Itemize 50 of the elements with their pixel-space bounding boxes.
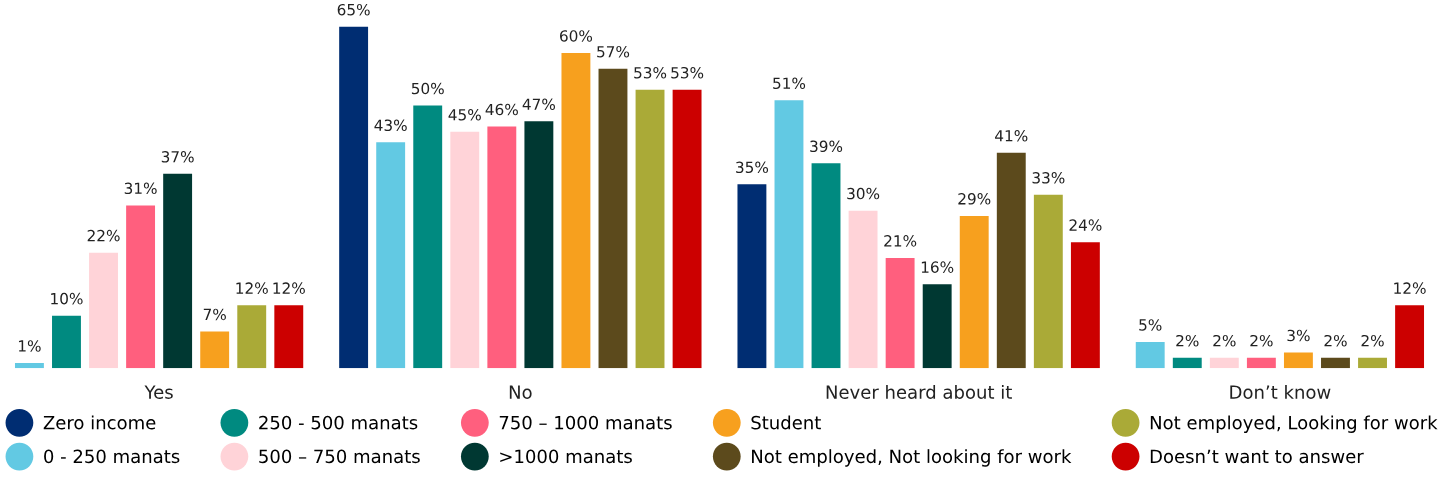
data-label: 24%: [1069, 219, 1102, 231]
data-label: 37%: [161, 151, 194, 163]
data-label: 65%: [337, 3, 370, 16]
data-label: 2%: [1176, 334, 1199, 347]
data-label: 39%: [810, 140, 843, 153]
data-label: 43%: [374, 119, 407, 132]
data-label: 3%: [1287, 329, 1310, 342]
legend-label: Not employed, Looking for work: [1150, 415, 1438, 433]
data-label: 46%: [485, 103, 518, 116]
data-label: 21%: [884, 235, 917, 247]
x-tick-label: Yes: [144, 385, 173, 399]
data-label: 1%: [18, 340, 41, 352]
legend-label: 250 - 500 manats: [259, 415, 418, 430]
data-label: 29%: [958, 193, 991, 205]
data-label: 30%: [847, 187, 880, 200]
data-label: 45%: [448, 108, 481, 121]
data-label: 57%: [597, 45, 630, 58]
x-tick-label: No: [509, 385, 532, 399]
data-label: 16%: [921, 261, 954, 273]
data-label: 50%: [411, 82, 444, 95]
x-tick-label: Never heard about it: [826, 384, 1012, 399]
legend-label: Doesn’t want to answer: [1150, 449, 1364, 464]
data-label: 41%: [995, 129, 1028, 142]
data-label: 22%: [87, 229, 120, 242]
data-label: 5%: [1139, 319, 1162, 331]
data-label: 33%: [1032, 172, 1065, 184]
data-label: 12%: [236, 282, 268, 294]
legend-label: Student: [751, 415, 821, 430]
legend-label: 750 – 1000 manats: [499, 415, 672, 430]
data-label: 2%: [1250, 334, 1273, 347]
legend-label: 500 – 750 manats: [259, 449, 420, 464]
data-label: 10%: [51, 292, 83, 305]
data-label: 2%: [1361, 334, 1384, 347]
data-label: 53%: [671, 66, 704, 79]
legend-label: Zero income: [43, 415, 156, 430]
legend-label: 0 - 250 manats: [44, 449, 180, 464]
legend-label: Not employed, Not looking for work: [752, 449, 1072, 467]
data-label: 47%: [522, 98, 556, 111]
data-label: 35%: [736, 161, 769, 174]
data-label: 12%: [1394, 282, 1426, 294]
data-label: 60%: [560, 30, 593, 42]
data-label: 31%: [124, 182, 157, 195]
data-label: 51%: [773, 77, 806, 90]
data-label: 2%: [1213, 334, 1236, 347]
data-label: 53%: [634, 66, 667, 79]
legend-label: >1000 manats: [500, 449, 632, 464]
data-label: 2%: [1324, 334, 1347, 347]
data-label: 12%: [273, 282, 305, 294]
data-label: 7%: [203, 308, 226, 321]
x-tick-label: Don’t know: [1230, 384, 1331, 399]
